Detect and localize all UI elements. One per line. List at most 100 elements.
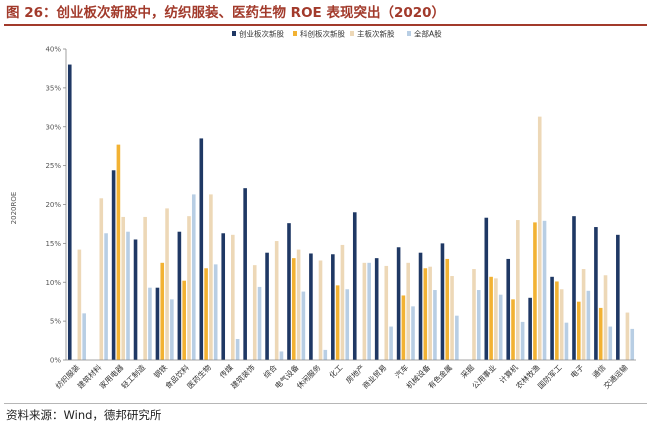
bar-chart: 创业板次新股 科创板次新股 主板次新股 全部A股 0% 5% 10% 15% 20% 25% 30…: [10, 29, 636, 391]
bar: [331, 254, 335, 360]
bar: [165, 208, 169, 360]
x-tick-label: 国防军工: [535, 362, 564, 391]
x-tick-label: 商业贸易: [360, 362, 388, 390]
x-tick-label: 轻工制造: [119, 362, 148, 391]
y-tick-label: 20%: [45, 201, 61, 209]
bar: [559, 289, 564, 360]
bar: [99, 198, 104, 360]
bar: [148, 287, 152, 360]
y-tick-label: 40%: [45, 46, 61, 54]
bar: [155, 287, 160, 360]
bar: [484, 217, 489, 360]
title-divider: [4, 24, 647, 26]
bar: [598, 307, 603, 360]
bar: [396, 247, 401, 360]
legend-entry: 创业板次新股: [239, 29, 284, 39]
bar: [265, 252, 269, 360]
bar: [423, 268, 428, 360]
bar: [489, 276, 493, 360]
bar: [516, 220, 520, 360]
legend-entry: 主板次新股: [357, 29, 395, 39]
bar: [555, 281, 559, 360]
bar: [603, 275, 608, 360]
bar: [511, 299, 515, 360]
bar: [345, 289, 350, 360]
x-tick-label: 休闲服务: [294, 362, 323, 391]
bar: [362, 262, 367, 360]
x-tick-label: 传媒: [217, 362, 235, 380]
bar: [213, 264, 218, 360]
bar: [533, 222, 537, 360]
bar: [116, 144, 121, 360]
bar: [318, 260, 323, 360]
bar: [287, 223, 291, 360]
bar: [445, 258, 450, 360]
y-tick-label: 35%: [45, 84, 61, 92]
legend-entry: 全部A股: [414, 29, 442, 39]
y-tick-label: 5%: [50, 318, 61, 326]
x-tick-label: 电子: [568, 362, 586, 380]
bar: [367, 262, 371, 360]
bar: [323, 349, 328, 360]
bar: [204, 268, 208, 360]
bar: [576, 301, 581, 360]
bar: [121, 216, 126, 360]
bars: [67, 64, 635, 361]
bar: [257, 286, 262, 360]
bar: [235, 339, 240, 360]
source-divider: [4, 403, 647, 404]
bar: [564, 322, 569, 360]
bar: [301, 291, 306, 360]
bar: [133, 239, 138, 360]
x-tick-label: 采掘: [458, 362, 476, 380]
bar: [296, 249, 301, 360]
bar: [340, 244, 345, 360]
bar: [616, 234, 620, 360]
bar: [428, 266, 432, 360]
x-tick-label: 综合: [261, 362, 279, 380]
x-tick-label: 化工: [327, 362, 345, 380]
x-tick-label: 医药生物: [185, 362, 214, 391]
y-tick-label: 0%: [50, 357, 61, 365]
bar: [143, 216, 147, 360]
bar: [630, 328, 635, 360]
y-axis-label: 2020ROE: [10, 192, 18, 225]
bar: [160, 262, 165, 360]
bar: [274, 241, 279, 360]
bar: [472, 269, 476, 360]
x-tick-label: 通信: [590, 362, 608, 380]
bar: [494, 278, 498, 360]
bar: [586, 290, 591, 360]
bar: [528, 297, 532, 360]
bar: [77, 249, 82, 360]
x-tick-label: 建筑装饰: [228, 362, 257, 391]
bar: [418, 252, 423, 360]
bar: [520, 321, 525, 360]
bar: [608, 326, 613, 360]
bar: [126, 231, 130, 360]
bar: [384, 265, 389, 360]
legend-swatch: [407, 31, 411, 36]
bar: [450, 276, 454, 360]
bar: [221, 233, 226, 360]
x-tick-label: 钢铁: [151, 362, 169, 380]
bar: [111, 170, 116, 360]
bar: [352, 212, 357, 360]
bar: [374, 258, 379, 360]
x-tick-label: 公用事业: [470, 362, 499, 391]
bar: [279, 351, 284, 360]
bar: [401, 295, 406, 360]
legend: 创业板次新股 科创板次新股 主板次新股 全部A股: [232, 29, 442, 39]
bar: [406, 262, 411, 360]
bar: [440, 243, 445, 360]
x-tick-label: 有色金属: [426, 362, 454, 390]
bar: [209, 194, 213, 360]
bar: [104, 233, 108, 360]
bar: [389, 326, 393, 360]
bar: [252, 265, 257, 360]
bar: [67, 64, 72, 361]
y-axis: 0% 5% 10% 15% 20% 25% 30% 35% 40%: [45, 46, 67, 365]
bar: [476, 290, 481, 360]
y-tick-label: 25%: [45, 162, 61, 170]
y-tick-label: 30%: [45, 123, 61, 131]
